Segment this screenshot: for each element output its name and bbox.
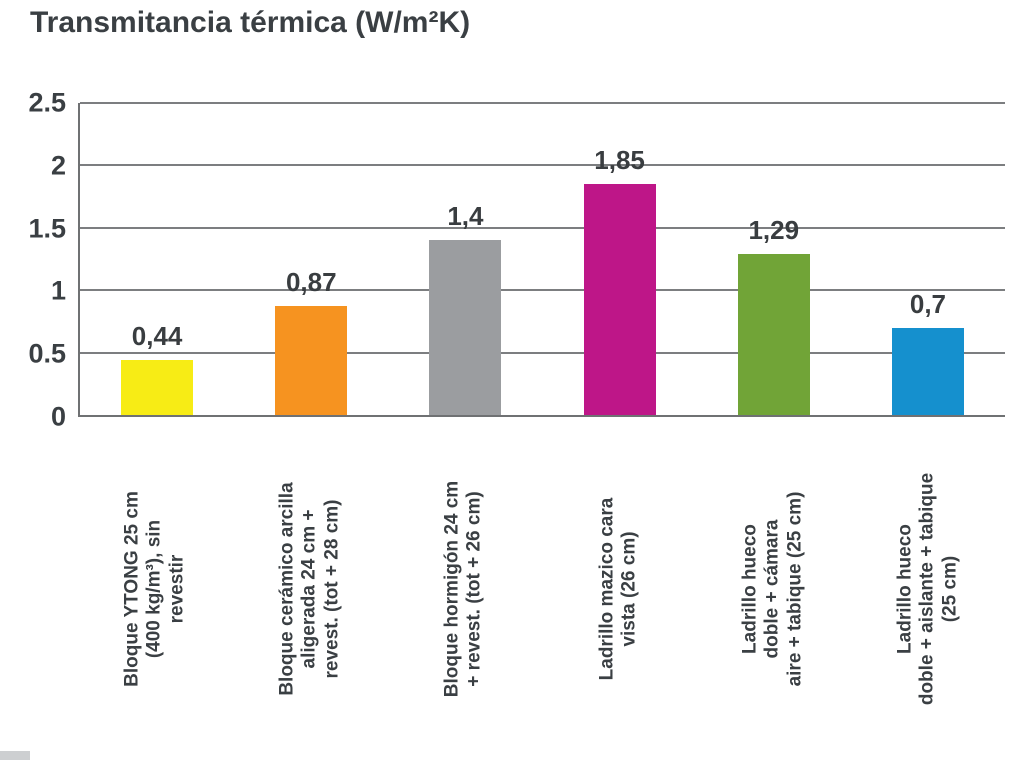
y-tick-label: 2	[50, 150, 66, 181]
x-label-slot: Ladrillo hueco doble + aislante + tabiqu…	[851, 424, 1006, 754]
x-category-label: Ladrillo mazico cara vista (26 cm)	[596, 497, 640, 681]
x-label-slot: Bloque cerámico arcilla aligerada 24 cm …	[233, 424, 388, 754]
bar-value-label: 0,87	[285, 267, 337, 298]
bar-slot: 0,7	[851, 103, 1005, 415]
bar-value-label: 1,85	[594, 145, 645, 176]
bar-slot: 1,85	[543, 103, 697, 415]
x-label-slot: Ladrillo hueco doble + cámara aire + tab…	[696, 424, 851, 754]
x-axis-labels: Bloque YTONG 25 cm (400 kg/m³), sin reve…	[78, 424, 1005, 754]
gridline	[80, 164, 1005, 167]
plot-area: 0,44 0,87 1,4 1,85 1,29 0,7	[78, 102, 1005, 417]
bar-slot: 1,29	[697, 103, 851, 415]
bar	[891, 327, 964, 415]
bar	[737, 254, 810, 415]
y-tick-label: 1.5	[28, 213, 66, 244]
corner-artifact	[0, 751, 30, 760]
x-label-slot: Bloque hormigón 24 cm + revest. (tot + 2…	[387, 424, 542, 754]
bar-slot: 1,4	[388, 103, 542, 415]
x-category-label: Ladrillo hueco doble + aislante + tabiqu…	[894, 472, 960, 706]
x-category-label: Bloque hormigón 24 cm + revest. (tot + 2…	[441, 480, 486, 698]
bar-slot: 0,87	[234, 103, 388, 415]
bar	[121, 360, 194, 415]
y-tick-label: 2.5	[28, 87, 66, 118]
bars-container: 0,44 0,87 1,4 1,85 1,29 0,7	[80, 103, 1005, 415]
bar	[275, 306, 348, 415]
gridline	[80, 351, 1005, 354]
gridline	[80, 289, 1005, 292]
bar-value-label: 1,29	[748, 215, 800, 246]
y-tick-label: 0	[50, 401, 66, 432]
x-category-label: Bloque YTONG 25 cm (400 kg/m³), sin reve…	[121, 491, 188, 687]
y-tick-label: 0.5	[28, 338, 66, 369]
bar-value-label: 0,7	[909, 288, 947, 319]
gridline	[80, 102, 1005, 104]
bar-slot: 0,44	[80, 103, 234, 415]
y-axis: 0 0.5 1 1.5 2 2.5	[0, 88, 66, 432]
x-category-label: Bloque cerámico arcilla aligerada 24 cm …	[276, 482, 342, 696]
bar-value-label: 1,4	[447, 201, 484, 232]
bar-value-label: 0,44	[131, 321, 183, 352]
x-label-slot: Ladrillo mazico cara vista (26 cm)	[542, 424, 697, 754]
x-category-label: Ladrillo hueco doble + cámara aire + tab…	[739, 491, 806, 687]
x-label-slot: Bloque YTONG 25 cm (400 kg/m³), sin reve…	[78, 424, 233, 754]
bar	[429, 240, 502, 415]
y-tick-label: 1	[50, 275, 66, 306]
chart-title: Transmitancia térmica (W/m²K)	[30, 6, 471, 39]
gridline	[80, 226, 1005, 229]
bar	[583, 184, 656, 415]
